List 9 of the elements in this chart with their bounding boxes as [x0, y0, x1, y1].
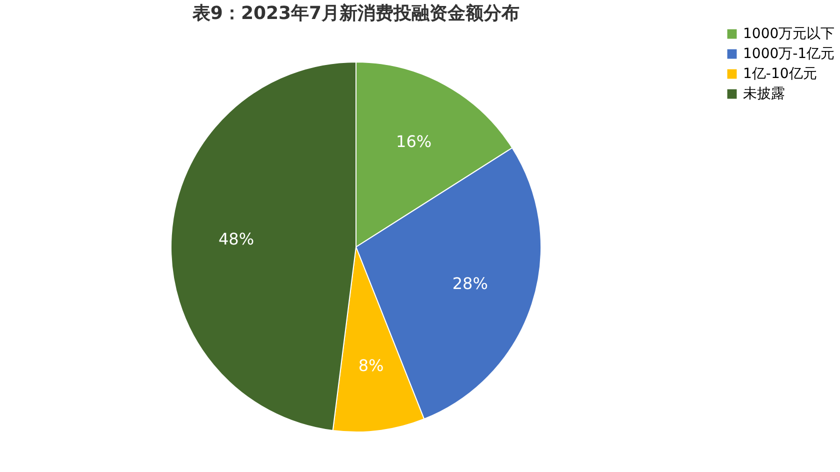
data-label: 16% [396, 132, 432, 151]
legend-label: 1亿-10亿元 [743, 66, 817, 82]
legend-label: 1000万元以下 [743, 26, 835, 42]
data-label: 28% [452, 274, 488, 294]
data-label: 8% [358, 356, 384, 376]
legend-label: 1000万-1亿元 [743, 46, 835, 62]
legend-label: 未披露 [743, 86, 785, 102]
chart-title: 表9：2023年7月新消费投融资金额分布 [191, 3, 520, 24]
data-label: 48% [218, 229, 254, 248]
